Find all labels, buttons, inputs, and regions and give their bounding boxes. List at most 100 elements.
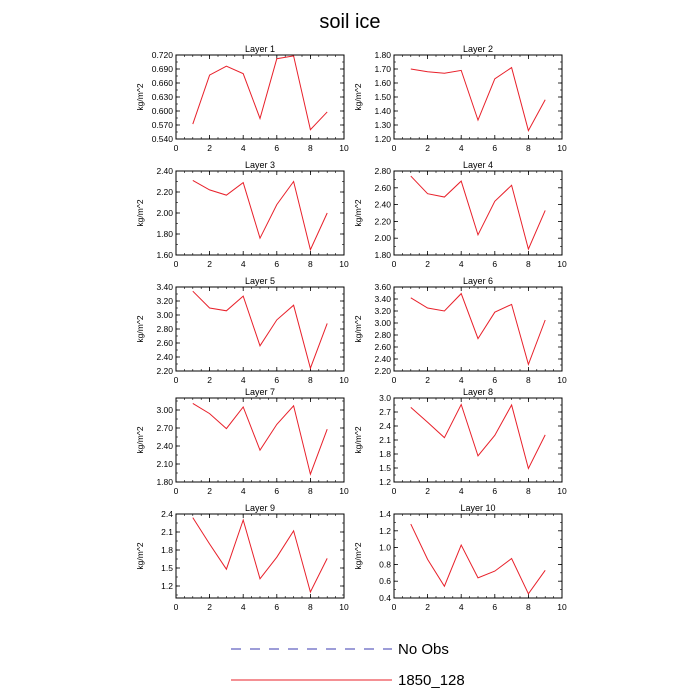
x-tick-label: 6 <box>274 602 279 612</box>
panel-layer-9: Layer 9 kg/m^2 0 2 4 6 8 10 1.2 1.5 1.8 2.1 2.4 <box>135 503 349 612</box>
x-tick-label: 6 <box>492 486 497 496</box>
y-tick-label: 2.40 <box>156 166 173 176</box>
x-tick-label: 6 <box>492 143 497 153</box>
y-tick-label: 1.5 <box>379 463 391 473</box>
y-tick-label: 0.6 <box>379 576 391 586</box>
y-tick-label: 2.60 <box>156 338 173 348</box>
plot-frame <box>393 286 563 372</box>
series-line-1850-128 <box>192 290 328 370</box>
y-tick-label: 2.1 <box>379 435 391 445</box>
x-tick-label: 0 <box>392 602 397 612</box>
series-line-1850-128 <box>410 292 546 367</box>
plot-frame <box>175 513 345 599</box>
panel-title: Layer 10 <box>460 503 495 513</box>
y-tick-label: 1.50 <box>374 92 391 102</box>
y-tick-label: 2.70 <box>156 423 173 433</box>
y-axis-label: kg/m^2 <box>353 542 363 569</box>
panel-title: Layer 3 <box>245 160 275 170</box>
x-tick-label: 8 <box>526 259 531 269</box>
legend-label: No Obs <box>398 641 449 658</box>
x-tick-label: 4 <box>241 375 246 385</box>
y-tick-label: 2.80 <box>156 324 173 334</box>
legend-label: 1850_128 <box>398 672 465 689</box>
plot-frame <box>393 397 563 483</box>
plot-frame <box>393 513 563 599</box>
y-axis-label: kg/m^2 <box>135 199 145 226</box>
panel-layer-10: Layer 10 kg/m^2 0 2 4 6 8 10 0.4 0.6 0.8 1.0 1.2 1.4 <box>353 503 567 612</box>
series-line-1850-128 <box>192 180 328 252</box>
x-tick-label: 2 <box>207 486 212 496</box>
x-tick-label: 6 <box>492 375 497 385</box>
x-tick-label: 2 <box>425 143 430 153</box>
x-tick-label: 6 <box>274 259 279 269</box>
x-tick-label: 4 <box>459 259 464 269</box>
x-tick-label: 4 <box>241 259 246 269</box>
y-tick-label: 0.660 <box>152 78 174 88</box>
y-tick-label: 1.0 <box>379 543 391 553</box>
x-tick-label: 8 <box>308 375 313 385</box>
x-tick-label: 10 <box>557 486 567 496</box>
y-tick-label: 2.00 <box>156 208 173 218</box>
plot-frame <box>175 170 345 256</box>
y-tick-label: 2.40 <box>156 352 173 362</box>
series-line-1850-128 <box>410 403 546 470</box>
x-tick-label: 0 <box>174 143 179 153</box>
series-line-1850-128 <box>192 55 328 131</box>
y-tick-label: 3.00 <box>374 318 391 328</box>
panel-layer-8: Layer 8 kg/m^2 0 2 4 6 8 10 1.2 1.5 1.8 2.1 2.4 2.7 3.… <box>353 387 567 496</box>
x-tick-label: 6 <box>492 259 497 269</box>
x-tick-label: 10 <box>557 259 567 269</box>
x-tick-label: 2 <box>207 602 212 612</box>
y-tick-label: 1.2 <box>161 581 173 591</box>
x-tick-label: 8 <box>308 486 313 496</box>
y-tick-label: 3.00 <box>156 405 173 415</box>
y-axis-label: kg/m^2 <box>353 315 363 342</box>
x-tick-label: 10 <box>557 143 567 153</box>
y-tick-label: 2.60 <box>374 183 391 193</box>
x-tick-label: 4 <box>241 486 246 496</box>
y-axis-label: kg/m^2 <box>353 199 363 226</box>
y-tick-label: 1.4 <box>379 509 391 519</box>
y-tick-label: 1.2 <box>379 526 391 536</box>
y-tick-label: 1.80 <box>374 250 391 260</box>
y-tick-label: 1.80 <box>374 50 391 60</box>
panel-grid: Layer 1kg/m^20 2 4 6 8 100.5400.5700.6000.630… <box>135 44 567 612</box>
y-tick-label: 0.540 <box>152 134 174 144</box>
y-tick-label: 0.720 <box>152 50 174 60</box>
y-tick-label: 1.5 <box>161 563 173 573</box>
y-tick-label: 2.20 <box>374 216 391 226</box>
y-axis-label: kg/m^2 <box>135 542 145 569</box>
x-tick-label: 0 <box>392 375 397 385</box>
x-tick-label: 2 <box>425 602 430 612</box>
panel-title: Layer 8 <box>463 387 493 397</box>
series-line-1850-128 <box>410 66 546 132</box>
x-tick-label: 2 <box>207 259 212 269</box>
x-tick-label: 6 <box>492 602 497 612</box>
x-tick-label: 4 <box>459 375 464 385</box>
panel-title: Layer 1 <box>245 44 275 54</box>
y-tick-label: 0.8 <box>379 559 391 569</box>
panel-title: Layer 5 <box>245 276 275 286</box>
y-tick-label: 1.60 <box>156 250 173 260</box>
y-tick-label: 2.40 <box>156 441 173 451</box>
y-tick-label: 3.20 <box>156 296 173 306</box>
y-tick-label: 1.30 <box>374 120 391 130</box>
panel-title: Layer 9 <box>245 503 275 513</box>
x-tick-label: 0 <box>174 602 179 612</box>
y-tick-label: 1.80 <box>156 477 173 487</box>
x-tick-label: 8 <box>526 602 531 612</box>
panel-layer-2: Layer 2 kg/m^2 0 2 4 6 8 10 1.20 1.30 1.40 1.50 1.60… <box>353 44 567 153</box>
x-tick-label: 10 <box>339 259 349 269</box>
x-tick-label: 2 <box>425 375 430 385</box>
x-tick-label: 4 <box>241 143 246 153</box>
x-tick-label: 6 <box>274 375 279 385</box>
y-tick-label: 2.10 <box>156 459 173 469</box>
figure-title: soil ice <box>319 11 380 33</box>
y-tick-label: 1.8 <box>379 449 391 459</box>
y-tick-label: 2.80 <box>374 330 391 340</box>
y-tick-label: 3.60 <box>374 282 391 292</box>
x-tick-label: 10 <box>557 375 567 385</box>
panel-title: Layer 4 <box>463 160 493 170</box>
x-tick-label: 2 <box>207 375 212 385</box>
series-line-1850-128 <box>192 517 328 594</box>
